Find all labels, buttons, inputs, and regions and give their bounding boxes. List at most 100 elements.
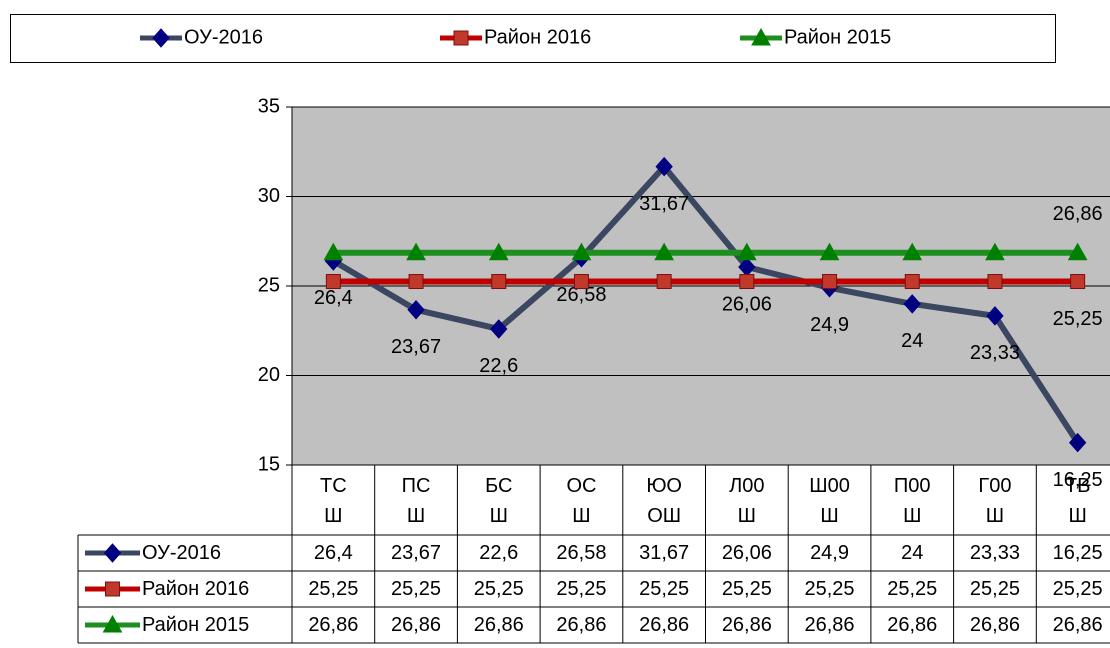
table-value-text: 26,86 <box>473 613 524 636</box>
table-value-text: 26,86 <box>639 613 690 636</box>
marker <box>406 242 426 261</box>
category-label-text: Ш00Ш <box>809 475 850 527</box>
table-value-text: 25,25 <box>639 577 690 600</box>
y-tick-label: 25 <box>258 274 280 296</box>
marker <box>1068 432 1087 453</box>
category-label: Л00Ш <box>706 467 789 535</box>
data-label: 16,25 <box>1053 469 1103 491</box>
table-value: 23,67 <box>375 535 458 571</box>
table-value-text: 25,25 <box>556 577 607 600</box>
table-value-text: 25,25 <box>308 577 359 600</box>
category-label-text: БСШ <box>485 475 513 527</box>
table-value: 26,06 <box>706 535 789 571</box>
data-label: 26,58 <box>556 284 606 306</box>
y-tick-label: 15 <box>258 453 280 475</box>
marker <box>325 274 341 290</box>
table-row-label: Район 2015 <box>142 607 292 643</box>
table-value-text: 31,67 <box>639 541 690 564</box>
category-label: ЮООШ <box>623 467 706 535</box>
table-value-text: 26,86 <box>721 613 772 636</box>
table-value: 25,25 <box>292 571 375 607</box>
table-value-text: 22,6 <box>479 541 519 564</box>
table-value-text: 26,06 <box>721 541 772 564</box>
table-value: 26,86 <box>623 607 706 643</box>
table-value-text: 26,86 <box>887 613 938 636</box>
table-value-text: 26,86 <box>391 613 442 636</box>
table-value: 26,86 <box>292 607 375 643</box>
category-label: ОСШ <box>540 467 623 535</box>
category-label-text: ТВШ <box>1064 475 1091 527</box>
table-value-text: 25,25 <box>473 577 524 600</box>
category-label: ПСШ <box>375 467 458 535</box>
marker <box>408 274 424 290</box>
data-label: 26,4 <box>314 287 353 309</box>
y-tick-label: 30 <box>258 185 280 207</box>
table-value: 26,86 <box>788 607 871 643</box>
category-label-text: ПСШ <box>401 475 431 527</box>
table-value-text: 26,86 <box>308 613 359 636</box>
marker <box>987 274 1003 290</box>
y-tick-label: 20 <box>258 364 280 386</box>
marker <box>654 242 675 261</box>
table-value-text: 25,25 <box>1052 577 1103 600</box>
table-value-text: 25,25 <box>721 577 772 600</box>
category-label-text: ЮООШ <box>646 475 682 527</box>
marker <box>903 294 921 314</box>
data-label: 24,9 <box>810 314 849 336</box>
table-value-text: 23,33 <box>969 541 1020 564</box>
table-value-text: 26,58 <box>556 541 607 564</box>
marker <box>407 300 425 320</box>
marker <box>986 306 1004 326</box>
table-row-label: ОУ-2016 <box>142 535 292 571</box>
table-value: 25,25 <box>623 571 706 607</box>
table-value: 25,25 <box>788 571 871 607</box>
marker <box>323 242 344 261</box>
table-value: 26,86 <box>954 607 1037 643</box>
category-label: П00Ш <box>871 467 954 535</box>
legend-label: Район 2016 <box>484 26 591 48</box>
category-label: Г00Ш <box>954 467 1037 535</box>
y-tick-label: 35 <box>258 95 280 117</box>
table-value-text: 26,86 <box>804 613 855 636</box>
legend-marker <box>105 581 120 597</box>
table-value-text: 23,67 <box>391 541 442 564</box>
table-row-label-text: ОУ-2016 <box>142 541 221 564</box>
legend-box <box>10 14 1056 63</box>
marker <box>904 274 920 290</box>
data-label: 26,86 <box>1053 203 1103 225</box>
table-value: 24,9 <box>788 535 871 571</box>
table-value-text: 25,25 <box>887 577 938 600</box>
marker <box>1067 242 1088 261</box>
table-value: 22,6 <box>457 535 540 571</box>
legend-label: Район 2015 <box>784 26 891 48</box>
marker <box>739 274 755 290</box>
table-value: 26,58 <box>540 535 623 571</box>
marker <box>655 156 673 177</box>
table-value-text: 24 <box>901 541 924 564</box>
marker <box>985 242 1005 261</box>
category-label-text: П00Ш <box>893 475 931 527</box>
table-value-text: 26,86 <box>1052 613 1103 636</box>
table-row-label: Район 2016 <box>142 571 292 607</box>
marker <box>571 242 592 261</box>
marker <box>488 242 509 261</box>
table-value: 24 <box>871 535 954 571</box>
marker <box>656 274 672 290</box>
table-row-label-text: Район 2015 <box>142 613 250 636</box>
table-value: 26,86 <box>1036 607 1110 643</box>
table-value-text: 26,4 <box>313 541 353 564</box>
table-value: 25,25 <box>375 571 458 607</box>
category-label: ТВШ <box>1036 467 1110 535</box>
table-value: 25,25 <box>457 571 540 607</box>
series-line <box>331 163 1081 445</box>
table-value: 26,86 <box>706 607 789 643</box>
table-value-text: 16,25 <box>1052 541 1103 564</box>
table-value-text: 26,86 <box>556 613 607 636</box>
table-value: 25,25 <box>1036 571 1110 607</box>
marker <box>736 242 757 261</box>
data-label: 23,33 <box>970 342 1020 364</box>
category-label-text: ОСШ <box>566 475 597 527</box>
table-value-text: 24,9 <box>810 541 849 564</box>
data-label: 24 <box>901 330 923 352</box>
legend-marker <box>751 27 771 46</box>
